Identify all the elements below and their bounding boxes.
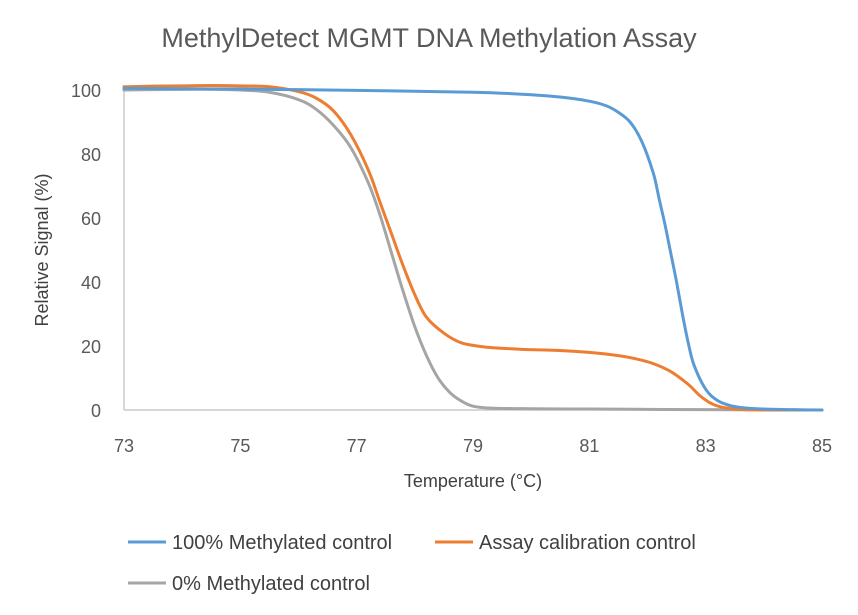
x-tick-label: 75 [230,436,250,456]
y-tick-label: 20 [81,337,101,357]
y-tick-label: 80 [81,145,101,165]
x-tick-label: 73 [114,436,134,456]
series-line-100-methylated-control [122,86,824,412]
series-line-0-methylated-control [122,87,824,412]
x-axis-label: Temperature (°C) [404,471,542,491]
x-tick-label: 83 [696,436,716,456]
series-line-assay-calibration-control [122,84,824,412]
y-tick-label: 100 [71,81,101,101]
legend-label: Assay calibration control [479,532,696,554]
x-tick-label: 77 [347,436,367,456]
x-tick-label: 85 [812,436,832,456]
y-axis-label: Relative Signal (%) [32,173,52,326]
chart-title: MethylDetect MGMT DNA Methylation Assay [161,23,697,53]
x-tick-label: 79 [463,436,483,456]
legend-label: 0% Methylated control [172,573,370,595]
y-tick-label: 60 [81,209,101,229]
plot-area: 73 75 77 79 81 83 85 0 20 40 60 80 100 [71,81,832,456]
y-tick-label: 40 [81,273,101,293]
x-tick-label: 81 [579,436,599,456]
legend: 100% Methylated control Assay calibration… [128,532,696,595]
y-tick-label: 0 [91,401,101,421]
legend-label: 100% Methylated control [172,532,392,554]
